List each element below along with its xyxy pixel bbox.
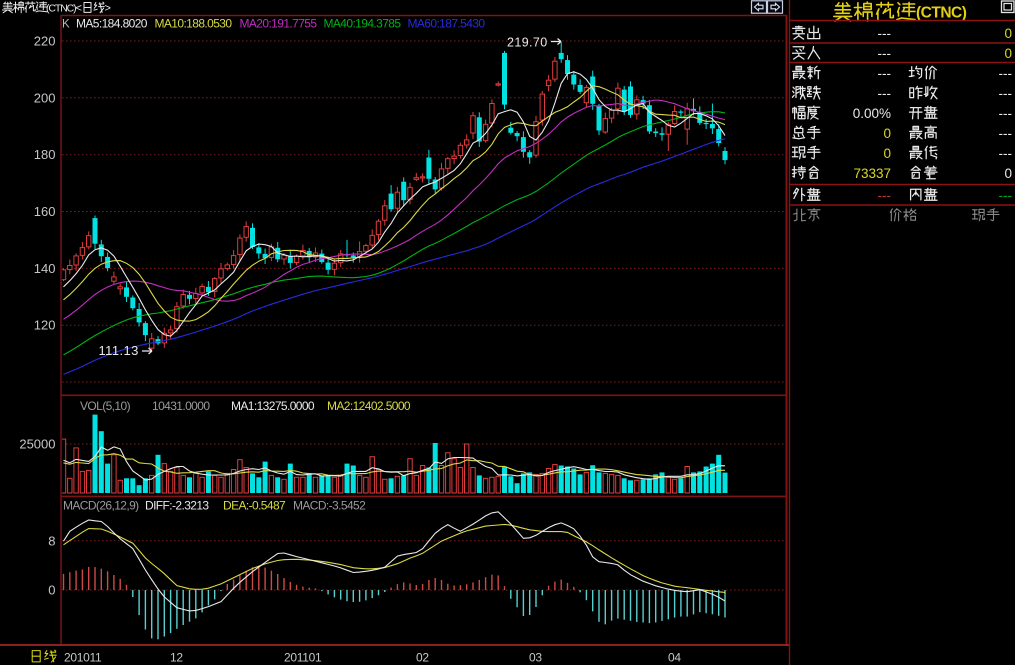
svg-text:220: 220 bbox=[34, 34, 56, 49]
svg-text:---: --- bbox=[999, 66, 1013, 81]
svg-text:---: --- bbox=[878, 86, 892, 101]
svg-text:25000: 25000 bbox=[19, 437, 55, 452]
svg-text:8: 8 bbox=[48, 533, 55, 548]
svg-text:---: --- bbox=[878, 66, 892, 81]
svg-text:---: --- bbox=[999, 146, 1013, 161]
svg-text:0: 0 bbox=[883, 126, 891, 141]
svg-text:160: 160 bbox=[34, 204, 56, 219]
svg-text:201101: 201101 bbox=[284, 651, 322, 665]
svg-text:>: > bbox=[105, 3, 111, 15]
svg-text:0: 0 bbox=[1004, 46, 1012, 61]
svg-text:---: --- bbox=[878, 188, 892, 203]
svg-text:140: 140 bbox=[34, 261, 56, 276]
svg-text:MA20:191.7755: MA20:191.7755 bbox=[240, 17, 318, 31]
svg-text:(CTNC): (CTNC) bbox=[46, 3, 76, 15]
svg-text:MA60:187.5430: MA60:187.5430 bbox=[408, 17, 486, 31]
svg-text:VOL(5,10): VOL(5,10) bbox=[80, 399, 131, 413]
svg-text:MA1:13275.0000: MA1:13275.0000 bbox=[231, 399, 315, 413]
svg-text:219.70: 219.70 bbox=[507, 36, 548, 50]
svg-text:10431.0000: 10431.0000 bbox=[152, 399, 210, 413]
svg-text:<: < bbox=[76, 3, 82, 15]
svg-text:04: 04 bbox=[668, 651, 681, 665]
svg-text:DEA:-0.5487: DEA:-0.5487 bbox=[223, 499, 286, 513]
svg-text:---: --- bbox=[999, 126, 1013, 141]
svg-text:111.13: 111.13 bbox=[99, 343, 139, 358]
svg-text:---: --- bbox=[878, 46, 892, 61]
svg-text:0: 0 bbox=[48, 583, 55, 598]
svg-text:02: 02 bbox=[416, 651, 429, 665]
svg-text:---: --- bbox=[999, 106, 1013, 121]
svg-text:12: 12 bbox=[170, 651, 183, 665]
svg-text:---: --- bbox=[999, 86, 1013, 101]
svg-text:MA5:184.8020: MA5:184.8020 bbox=[76, 17, 148, 31]
svg-text:---: --- bbox=[999, 188, 1013, 203]
svg-text:0: 0 bbox=[1004, 26, 1012, 41]
svg-text:MACD:-3.5452: MACD:-3.5452 bbox=[293, 499, 366, 513]
svg-text:73337: 73337 bbox=[853, 166, 891, 181]
svg-text:---: --- bbox=[878, 26, 892, 41]
svg-text:MA40:194.3785: MA40:194.3785 bbox=[324, 17, 402, 31]
svg-text:DIFF:-2.3213: DIFF:-2.3213 bbox=[145, 499, 209, 513]
svg-text:201011: 201011 bbox=[64, 651, 102, 665]
svg-text:200: 200 bbox=[34, 90, 56, 105]
svg-text:03: 03 bbox=[529, 651, 542, 665]
svg-text:K: K bbox=[62, 19, 70, 31]
svg-text:180: 180 bbox=[34, 147, 56, 162]
svg-text:MA10:188.0530: MA10:188.0530 bbox=[155, 17, 233, 31]
svg-text:0: 0 bbox=[1004, 166, 1012, 181]
svg-text:(CTNC): (CTNC) bbox=[916, 5, 967, 22]
svg-text:0.00%: 0.00% bbox=[853, 106, 891, 121]
svg-text:120: 120 bbox=[34, 318, 56, 333]
svg-text:0: 0 bbox=[883, 146, 891, 161]
svg-text:MACD(26,12,9): MACD(26,12,9) bbox=[63, 499, 139, 513]
svg-text:MA2:12402.5000: MA2:12402.5000 bbox=[327, 399, 411, 413]
